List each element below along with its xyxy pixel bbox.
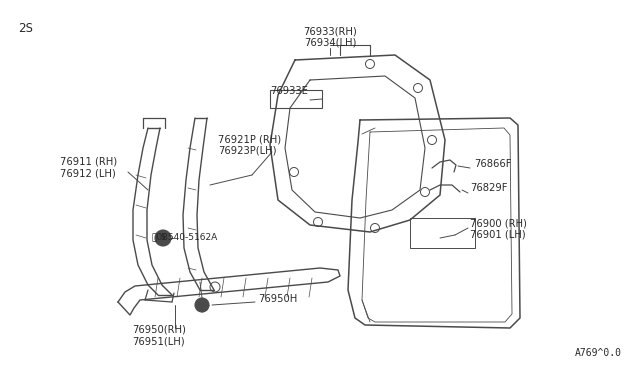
Text: 76829F: 76829F bbox=[470, 183, 508, 193]
Circle shape bbox=[155, 230, 171, 246]
Text: Ⓜ08540-5162A: Ⓜ08540-5162A bbox=[152, 232, 218, 241]
Text: 76866F: 76866F bbox=[474, 159, 511, 169]
Text: A769^0.0: A769^0.0 bbox=[575, 348, 622, 358]
Text: 76933E: 76933E bbox=[270, 86, 308, 96]
Circle shape bbox=[195, 298, 209, 312]
Text: 2S: 2S bbox=[18, 22, 33, 35]
Text: 76950(RH)
76951(LH): 76950(RH) 76951(LH) bbox=[132, 325, 186, 347]
Text: S: S bbox=[161, 234, 165, 243]
Bar bbox=[410, 218, 475, 248]
Text: 76950H: 76950H bbox=[258, 294, 297, 304]
Text: 76900 (RH)
76901 (LH): 76900 (RH) 76901 (LH) bbox=[470, 218, 527, 240]
Text: 76911 (RH)
76912 (LH): 76911 (RH) 76912 (LH) bbox=[60, 157, 117, 179]
Text: 76921P (RH)
76923P(LH): 76921P (RH) 76923P(LH) bbox=[218, 134, 281, 155]
Text: 76933(RH)
76934(LH): 76933(RH) 76934(LH) bbox=[303, 26, 357, 48]
Bar bbox=[270, 90, 322, 108]
